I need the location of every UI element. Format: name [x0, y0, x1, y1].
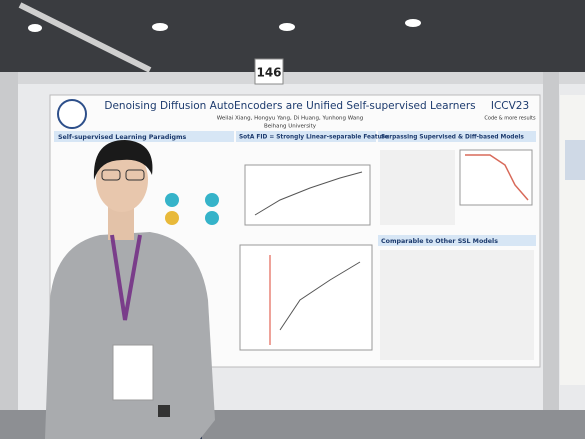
- ceiling-lights: [28, 19, 421, 32]
- section-headers: [54, 131, 536, 246]
- board-number-card: [254, 58, 284, 85]
- ceiling: [0, 0, 585, 72]
- poster-affiliation: Beihang University: [264, 124, 317, 130]
- poster-venue: ICCV23: [491, 100, 529, 112]
- beam: [18, 2, 152, 73]
- poster-content: [165, 149, 534, 360]
- pillar-left: [0, 72, 18, 412]
- poster-title: Denoising Diffusion AutoEncoders are Uni…: [104, 100, 475, 112]
- person: [45, 140, 215, 439]
- logo: [57, 99, 87, 129]
- poster-authors: Weilai Xiang, Hongyu Yang, Di Huang, Yun…: [217, 116, 363, 122]
- section-title: Self-supervised Learning Paradigms: [58, 134, 187, 141]
- poster-code: Code & more results: [484, 116, 536, 122]
- neighbor-section: [565, 140, 585, 180]
- section-title: Comparable to Other SSL Models: [381, 238, 498, 245]
- board-top: [0, 72, 585, 84]
- board-number: 146: [256, 66, 281, 80]
- section-title: Surpassing Supervised & Diff-based Model…: [381, 135, 524, 141]
- section-title: SotA FID = Strongly Linear-separable Fea…: [239, 135, 389, 141]
- pillar-right: [543, 72, 559, 412]
- neighbor-poster: [560, 95, 585, 385]
